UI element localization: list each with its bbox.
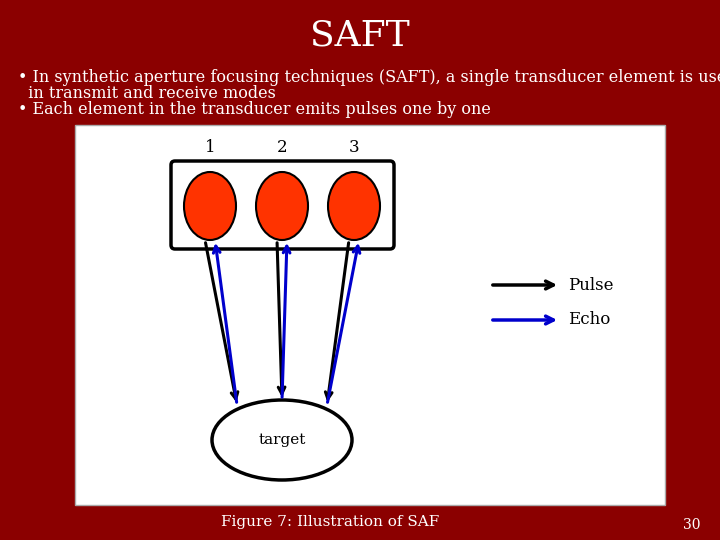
Text: target: target [258, 433, 306, 447]
Text: Figure 7: Illustration of SAF: Figure 7: Illustration of SAF [221, 515, 439, 529]
Text: in transmit and receive modes: in transmit and receive modes [18, 84, 276, 102]
Text: SAFT: SAFT [310, 18, 410, 52]
Text: 1: 1 [204, 138, 215, 156]
FancyBboxPatch shape [75, 125, 665, 505]
Text: 30: 30 [683, 518, 700, 532]
Text: Pulse: Pulse [568, 276, 613, 294]
Ellipse shape [256, 172, 308, 240]
Text: 2: 2 [276, 138, 287, 156]
Ellipse shape [328, 172, 380, 240]
Text: • In synthetic aperture focusing techniques (SAFT), a single transducer element : • In synthetic aperture focusing techniq… [18, 69, 720, 85]
FancyBboxPatch shape [171, 161, 394, 249]
Text: • Each element in the transducer emits pulses one by one: • Each element in the transducer emits p… [18, 102, 491, 118]
Ellipse shape [212, 400, 352, 480]
Text: Echo: Echo [568, 312, 611, 328]
Ellipse shape [184, 172, 236, 240]
Text: 3: 3 [348, 138, 359, 156]
